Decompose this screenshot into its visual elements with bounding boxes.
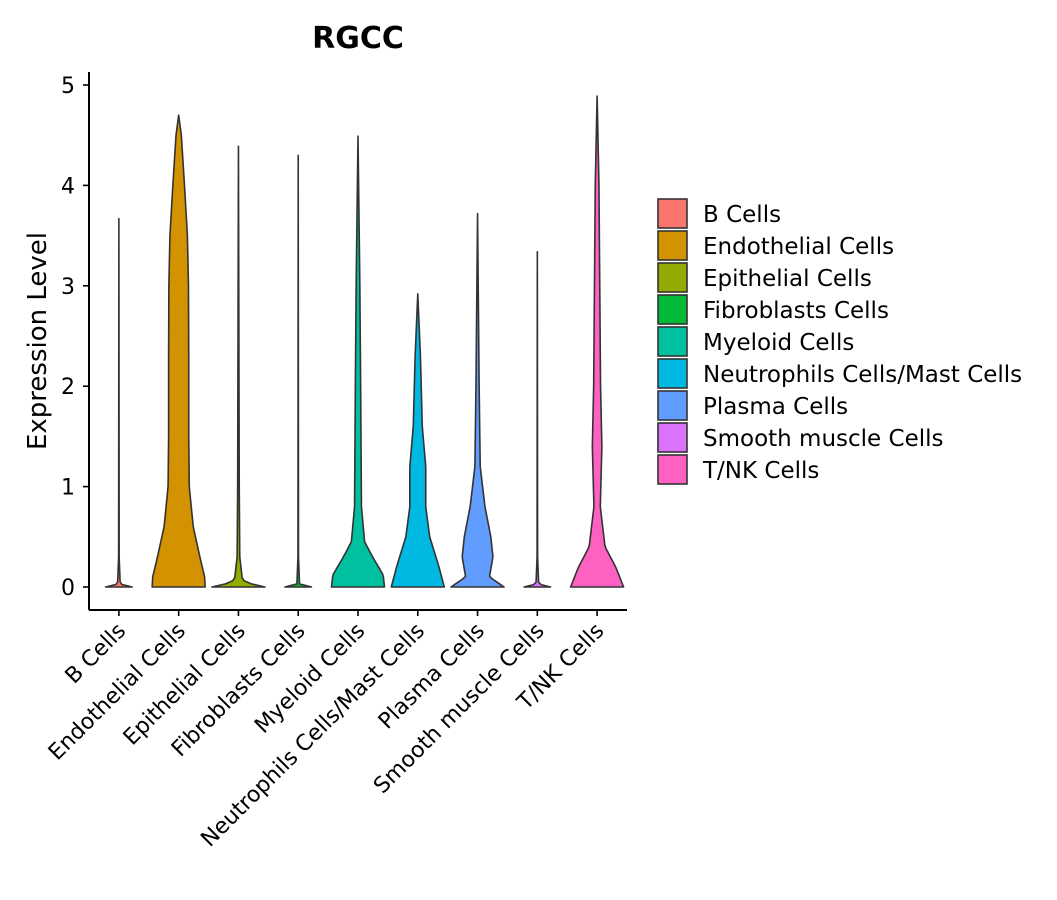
legend-swatch-myeloid-cells <box>657 326 688 357</box>
legend-label-endothelial-cells: Endothelial Cells <box>703 234 894 260</box>
y-tick-label-2: 2 <box>61 375 75 400</box>
violin-myeloid-cells <box>330 135 386 588</box>
legend-label-smooth-muscle-cells: Smooth muscle Cells <box>703 426 944 452</box>
legend-label-t-nk-cells: T/NK Cells <box>702 458 819 484</box>
y-tick-label-3: 3 <box>61 275 75 300</box>
legend-swatch-t-nk-cells <box>657 454 688 485</box>
violin-fibroblasts-cells <box>284 154 313 588</box>
violin-neutrophils-cells-mast-cells <box>390 293 446 588</box>
legend-swatch-b-cells <box>657 198 688 229</box>
legend: B Cells Endothelial Cells Epithelial Cells… <box>657 198 1022 485</box>
legend-label-myeloid-cells: Myeloid Cells <box>703 330 854 356</box>
violin-endothelial-cells <box>151 114 206 588</box>
legend-swatch-epithelial-cells <box>657 262 688 293</box>
legend-label-neutrophils-cells-mast-cells: Neutrophils Cells/Mast Cells <box>703 362 1022 388</box>
legend-swatch-smooth-muscle-cells <box>657 422 688 453</box>
legend-swatch-neutrophils-cells-mast-cells <box>657 358 688 389</box>
legend-label-fibroblasts-cells: Fibroblasts Cells <box>703 298 889 324</box>
chart-title: RGCC <box>312 21 404 56</box>
legend-swatch-fibroblasts-cells <box>657 294 688 325</box>
violin-t-nk-cells <box>569 95 625 588</box>
y-axis-title: Expression Level <box>23 232 53 450</box>
y-tick-label-1: 1 <box>61 476 75 501</box>
violin-smooth-muscle-cells <box>523 250 552 588</box>
violin-epithelial-cells <box>211 145 266 588</box>
legend-swatch-endothelial-cells <box>657 230 688 261</box>
y-tick-label-0: 0 <box>61 576 75 601</box>
violin-b-cells <box>104 217 133 588</box>
y-tick-label-5: 5 <box>61 74 75 99</box>
legend-label-epithelial-cells: Epithelial Cells <box>703 266 872 292</box>
violins-layer <box>104 95 625 588</box>
legend-swatch-plasma-cells <box>657 390 688 421</box>
y-tick-label-4: 4 <box>61 174 75 199</box>
x-tick-label-plasma-cells: Plasma Cells <box>374 619 490 735</box>
violin-plasma-cells <box>450 212 505 588</box>
legend-label-b-cells: B Cells <box>703 202 781 228</box>
legend-label-plasma-cells: Plasma Cells <box>703 394 848 420</box>
